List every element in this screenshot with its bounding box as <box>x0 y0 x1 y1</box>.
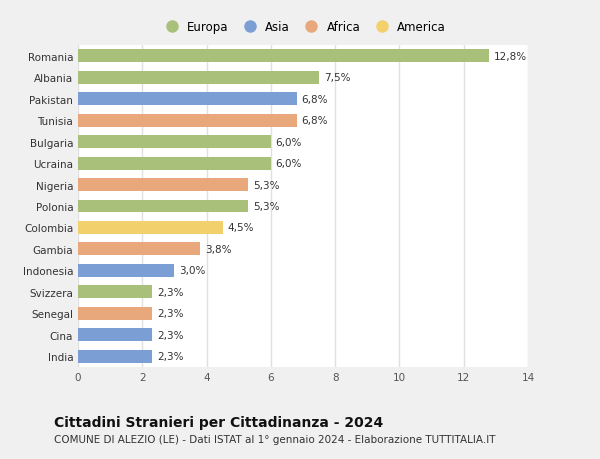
Text: 12,8%: 12,8% <box>494 51 527 62</box>
Text: 3,0%: 3,0% <box>179 266 206 276</box>
Bar <box>78 243 200 256</box>
Text: 2,3%: 2,3% <box>157 287 183 297</box>
Text: 4,5%: 4,5% <box>227 223 254 233</box>
Bar <box>78 264 175 277</box>
Text: 6,8%: 6,8% <box>301 95 328 105</box>
Bar <box>78 179 248 191</box>
Text: 3,8%: 3,8% <box>205 244 232 254</box>
Text: 5,3%: 5,3% <box>253 202 280 212</box>
Bar <box>78 286 152 299</box>
Text: 7,5%: 7,5% <box>324 73 350 83</box>
Bar <box>78 114 296 127</box>
Bar <box>78 93 296 106</box>
Bar <box>78 329 152 341</box>
Text: 6,0%: 6,0% <box>275 137 302 147</box>
Text: 2,3%: 2,3% <box>157 330 183 340</box>
Text: Cittadini Stranieri per Cittadinanza - 2024: Cittadini Stranieri per Cittadinanza - 2… <box>54 415 383 429</box>
Bar <box>78 200 248 213</box>
Text: 5,3%: 5,3% <box>253 180 280 190</box>
Bar <box>78 307 152 320</box>
Bar <box>78 50 490 63</box>
Bar <box>78 157 271 170</box>
Text: 2,3%: 2,3% <box>157 308 183 319</box>
Text: 6,8%: 6,8% <box>301 116 328 126</box>
Text: COMUNE DI ALEZIO (LE) - Dati ISTAT al 1° gennaio 2024 - Elaborazione TUTTITALIA.: COMUNE DI ALEZIO (LE) - Dati ISTAT al 1°… <box>54 434 496 444</box>
Bar <box>78 136 271 149</box>
Text: 2,3%: 2,3% <box>157 352 183 362</box>
Bar <box>78 222 223 235</box>
Text: 6,0%: 6,0% <box>275 159 302 169</box>
Bar <box>78 350 152 363</box>
Legend: Europa, Asia, Africa, America: Europa, Asia, Africa, America <box>160 21 446 34</box>
Bar <box>78 72 319 84</box>
